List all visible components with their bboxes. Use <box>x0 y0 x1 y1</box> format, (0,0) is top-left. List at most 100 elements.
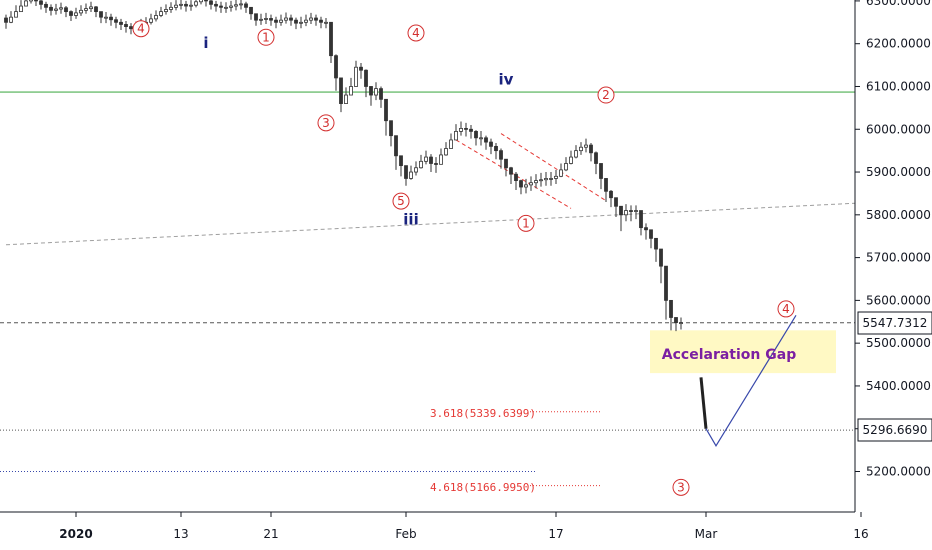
candle-body <box>444 148 448 156</box>
candle-body <box>174 4 178 8</box>
candle-body <box>649 229 653 239</box>
candle-body <box>259 18 263 21</box>
candle-body <box>664 265 668 301</box>
candle-body <box>119 21 123 25</box>
candle-body <box>609 190 613 199</box>
low-price-badge: 5296.6690 <box>857 418 932 442</box>
x-tick-label: 16 <box>853 527 868 541</box>
candle-body <box>294 19 298 24</box>
candle-body <box>484 137 488 143</box>
candle-body <box>384 98 388 122</box>
y-tick-label: 5900.0000 <box>866 165 931 179</box>
candle-body <box>554 175 558 179</box>
wave-label: 4 <box>412 26 420 40</box>
candle-body <box>509 167 513 175</box>
candle-body <box>569 156 573 164</box>
candle-body <box>284 17 288 21</box>
x-tick-label: 2020 <box>59 527 92 541</box>
candle-body <box>59 7 63 10</box>
time-axis[interactable]: 2020 13 21 Feb 17 Mar 16 <box>59 512 869 541</box>
candle-body <box>204 0 208 2</box>
candle-body <box>504 158 508 169</box>
wave-label: iii <box>403 211 418 229</box>
candle-body <box>34 0 38 2</box>
candle-body <box>584 144 588 148</box>
candle-body <box>339 77 343 104</box>
candle-body <box>619 205 623 216</box>
y-tick-label: 5400.0000 <box>866 379 931 393</box>
candle-body <box>159 11 163 16</box>
candle-body <box>414 167 418 173</box>
candle-body <box>354 66 358 87</box>
wave-label: 4 <box>137 22 145 36</box>
wave-label: 4 <box>782 302 790 316</box>
wave-label: iv <box>499 70 514 88</box>
candle-body <box>464 128 468 130</box>
candle-body <box>404 165 408 179</box>
candle-body <box>589 144 593 154</box>
candle-body <box>364 69 368 87</box>
candle-body <box>629 210 633 212</box>
candle-body <box>594 152 598 164</box>
candle-body <box>254 13 258 21</box>
candle-body <box>199 0 203 3</box>
candle-body <box>154 15 158 20</box>
wave-label-circle <box>392 192 410 210</box>
plot-area <box>0 0 882 487</box>
acceleration-gap-label: Accelaration Gap <box>662 347 796 363</box>
candle-body <box>309 17 313 21</box>
y-tick-label: 5500.0000 <box>866 336 931 350</box>
wave-label-circle <box>777 300 795 318</box>
candle-body <box>229 5 233 8</box>
candle-body <box>659 248 663 267</box>
x-tick-label: 17 <box>548 527 563 541</box>
wave-label: 2 <box>602 88 610 102</box>
candle-body <box>529 182 533 186</box>
candle-body <box>44 3 48 8</box>
candle-body <box>374 88 378 96</box>
candle-body <box>674 317 678 324</box>
candle-body <box>454 130 458 141</box>
candle-body <box>644 227 648 231</box>
y-tick-label: 5700.0000 <box>866 251 931 265</box>
candle-body <box>669 299 673 318</box>
candle-body <box>469 128 473 132</box>
wave-label: 5 <box>397 194 405 208</box>
candle-body <box>449 139 453 149</box>
candle-body <box>324 21 328 24</box>
time-axis-bg <box>0 512 932 550</box>
candle-body <box>304 19 308 23</box>
x-tick-label: 21 <box>263 527 278 541</box>
candle-body <box>74 12 78 16</box>
wave-label-circle <box>597 86 615 104</box>
candle-body <box>9 16 13 23</box>
candle-body <box>559 169 563 177</box>
low-price-label: 5296.6690 <box>863 423 928 437</box>
candle-body <box>39 0 43 5</box>
candle-body <box>109 16 113 21</box>
candle-body <box>579 146 583 152</box>
candle-body <box>79 9 83 14</box>
candle-body <box>564 163 568 171</box>
wave-label: 1 <box>262 30 270 44</box>
wave-label-circle <box>132 20 150 38</box>
candle-body <box>459 128 463 132</box>
wave-label: i <box>203 34 208 52</box>
channel-line <box>455 139 572 209</box>
wave-label: 1 <box>522 216 530 230</box>
candle-body <box>54 8 58 11</box>
candle-body <box>84 8 88 11</box>
candle-body <box>549 178 553 180</box>
candle-body <box>29 0 33 2</box>
candle-body <box>409 171 413 179</box>
candle-body <box>574 150 578 158</box>
candle-body <box>14 11 18 18</box>
wave-label-circle <box>672 478 690 496</box>
candle-body <box>124 24 128 27</box>
candle-body <box>189 4 193 7</box>
candle-body <box>539 179 543 182</box>
candle-body <box>614 197 618 207</box>
candle-body <box>499 150 503 160</box>
candle-body <box>534 180 538 184</box>
